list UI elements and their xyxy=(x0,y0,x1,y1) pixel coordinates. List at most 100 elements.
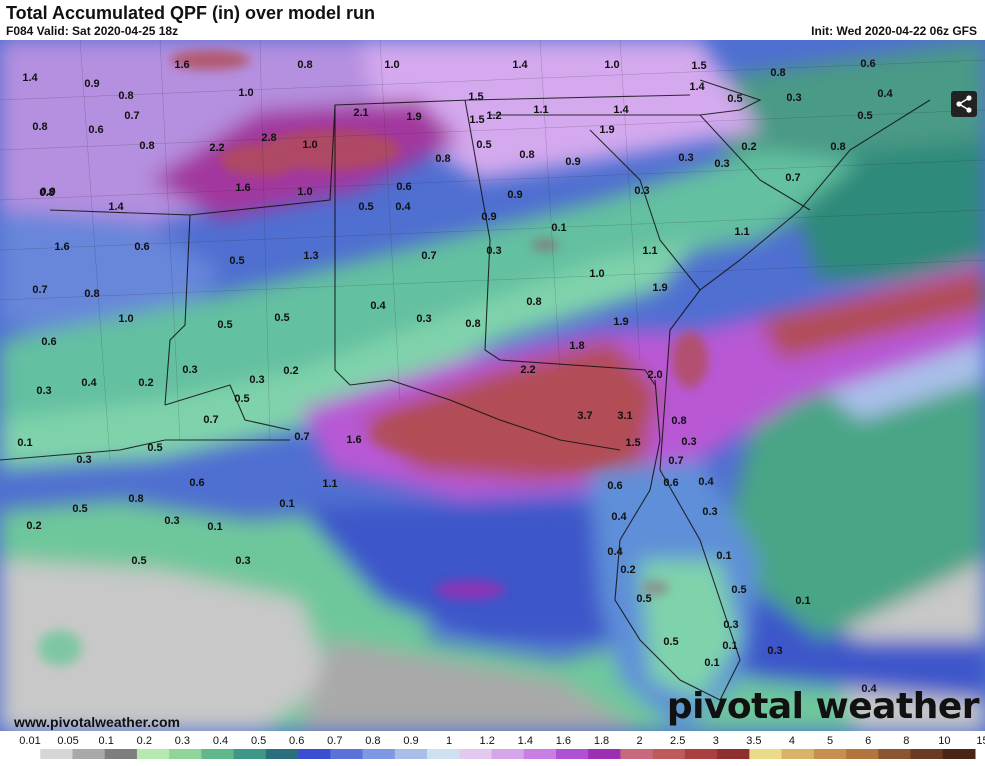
map-label: 0.5 xyxy=(857,110,872,122)
map-label: 0.6 xyxy=(663,477,678,489)
map-label: 0.8 xyxy=(519,149,534,161)
map-label: 0.2 xyxy=(138,377,153,389)
map-label: 1.9 xyxy=(599,124,614,136)
map-label: 1.5 xyxy=(469,114,484,126)
map-label: 0.9 xyxy=(507,189,522,201)
map-label: 0.5 xyxy=(147,442,162,454)
map-label: 1.5 xyxy=(468,91,483,103)
map-label: 0.5 xyxy=(229,255,244,267)
map-label: 0.2 xyxy=(283,365,298,377)
page-title: Total Accumulated QPF (in) over model ru… xyxy=(6,3,376,23)
legend-tick-label: 2.5 xyxy=(670,735,685,747)
legend-swatch xyxy=(717,749,750,759)
legend-tick-label: 0.05 xyxy=(57,735,78,747)
map-label: 0.1 xyxy=(551,222,566,234)
map-label: 0.8 xyxy=(465,318,480,330)
map-label: 0.8 xyxy=(118,90,133,102)
legend-tick-label: 1 xyxy=(446,735,452,747)
legend-tick-label: 0.9 xyxy=(403,735,418,747)
map-label: 0.5 xyxy=(358,201,373,213)
legend-swatch xyxy=(684,749,718,759)
map-label: 0.1 xyxy=(17,437,32,449)
map-label: 0.5 xyxy=(636,593,651,605)
map-label: 0.3 xyxy=(249,374,264,386)
map-label: 0.5 xyxy=(274,312,289,324)
legend-swatch xyxy=(523,749,557,759)
map-label: 0.4 xyxy=(698,476,714,488)
site-credit: www.pivotalweather.com xyxy=(14,714,180,730)
map-label: 0.3 xyxy=(681,436,696,448)
map-label: 1.0 xyxy=(238,87,253,99)
map-label: 0.3 xyxy=(36,385,51,397)
legend-tick-label: 3.5 xyxy=(746,735,761,747)
legend-tick-label: 0.01 xyxy=(19,735,40,747)
map-label: 0.1 xyxy=(716,550,731,562)
map-label: 0.5 xyxy=(727,93,742,105)
map-label: 0.8 xyxy=(139,140,154,152)
map-label: 0.9 xyxy=(84,78,99,90)
map-label: 0.5 xyxy=(131,555,146,567)
legend-tick-label: 2 xyxy=(637,735,643,747)
map-header: Total Accumulated QPF (in) over model ru… xyxy=(0,0,985,40)
map-label: 0.3 xyxy=(235,555,250,567)
legend-tick-label: 0.4 xyxy=(213,735,228,747)
map-label: 2.2 xyxy=(209,142,224,154)
legend-swatch xyxy=(813,749,847,759)
map-label: 0.8 xyxy=(39,187,54,199)
legend-swatch xyxy=(910,749,944,759)
map-label: 0.3 xyxy=(634,185,649,197)
valid-time: F084 Valid: Sat 2020-04-25 18z xyxy=(6,24,179,38)
map-label: 1.5 xyxy=(625,437,640,449)
map-label: 0.6 xyxy=(88,124,103,136)
map-label: 0.4 xyxy=(611,511,627,523)
map-label: 0.8 xyxy=(84,288,99,300)
map-label: 1.3 xyxy=(303,250,318,262)
brand-logo: pivotal weather xyxy=(666,686,980,727)
map-label: 0.1 xyxy=(722,640,737,652)
map-label: 0.7 xyxy=(668,455,683,467)
map-label: 1.1 xyxy=(322,478,337,490)
map-label: 0.7 xyxy=(203,414,218,426)
map-label: 1.9 xyxy=(613,316,628,328)
legend-swatch xyxy=(330,749,364,759)
legend-tick-label: 4 xyxy=(789,735,795,747)
legend-swatch xyxy=(652,749,686,759)
map-label: 0.6 xyxy=(134,241,149,253)
map-label: 1.6 xyxy=(235,182,250,194)
legend-tick-label: 1.4 xyxy=(518,735,533,747)
map-label: 0.5 xyxy=(217,319,232,331)
map-label: 0.6 xyxy=(860,58,875,70)
legend-swatch xyxy=(104,749,138,759)
map-label: 0.3 xyxy=(76,454,91,466)
map-label: 1.0 xyxy=(589,268,604,280)
map-label: 0.3 xyxy=(723,619,738,631)
map-label: 0.4 xyxy=(877,88,893,100)
map-label: 0.6 xyxy=(396,181,411,193)
map-label: 0.3 xyxy=(702,506,717,518)
map-label: 0.1 xyxy=(795,595,810,607)
map-label: 0.3 xyxy=(786,92,801,104)
legend-tick-label: 0.8 xyxy=(365,735,380,747)
precipitation-map[interactable]: 1.6 0.8 1.0 1.4 1.0 1.5 0.8 0.6 1.4 0.9 … xyxy=(0,40,985,731)
legend-tick-label: 1.8 xyxy=(594,735,609,747)
map-label: 1.1 xyxy=(533,104,548,116)
map-label: 1.5 xyxy=(691,60,706,72)
legend-swatch xyxy=(491,749,525,759)
map-label: 0.3 xyxy=(416,313,431,325)
map-label: 0.4 xyxy=(861,683,877,695)
map-label: 0.5 xyxy=(731,584,746,596)
legend-swatch xyxy=(136,749,170,759)
legend-swatch xyxy=(459,749,492,759)
map-canvas: 1.6 0.8 1.0 1.4 1.0 1.5 0.8 0.6 1.4 0.9 … xyxy=(0,40,985,731)
map-label: 0.4 xyxy=(81,377,97,389)
map-label: 0.5 xyxy=(663,636,678,648)
map-label: 3.1 xyxy=(617,410,632,422)
legend-tick-label: 0.6 xyxy=(289,735,304,747)
share-button[interactable] xyxy=(951,91,977,117)
map-label: 0.3 xyxy=(182,364,197,376)
map-label: 0.2 xyxy=(620,564,635,576)
map-label: 3.7 xyxy=(577,410,592,422)
map-label: 2.0 xyxy=(647,369,662,381)
legend-swatch xyxy=(201,749,235,759)
map-label: 0.9 xyxy=(565,156,580,168)
